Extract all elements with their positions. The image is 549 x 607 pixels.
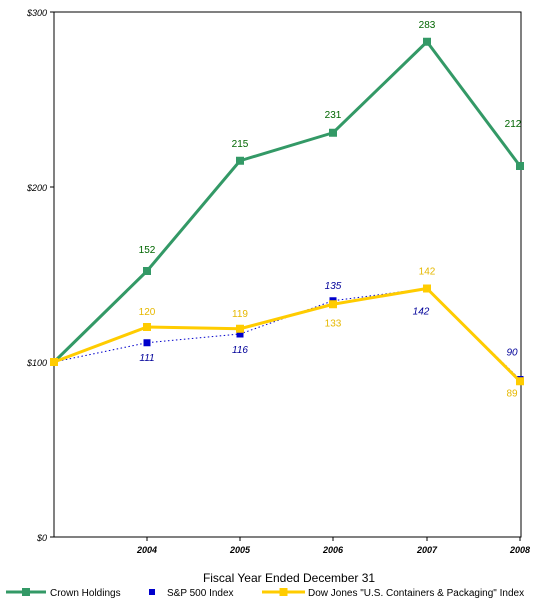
- data-label: 152: [139, 245, 156, 256]
- legend-item: Crown Holdings: [6, 588, 121, 599]
- x-axis-title: Fiscal Year Ended December 31: [203, 571, 375, 585]
- legend: Crown Holdings S&P 500 Index Dow Jones "U.…: [6, 588, 524, 599]
- data-point: [236, 156, 244, 165]
- data-point: [143, 339, 151, 347]
- series-2: [50, 284, 524, 386]
- data-label: 142: [419, 267, 436, 278]
- series-layer: [50, 37, 524, 386]
- data-label: 142: [413, 307, 430, 318]
- data-label: 212: [505, 119, 522, 130]
- series-line: [53, 287, 521, 380]
- legend-swatch-marker: [22, 588, 30, 596]
- data-label: 119: [232, 309, 248, 320]
- data-point: [329, 128, 337, 137]
- series-1: [50, 285, 524, 383]
- legend-label: Dow Jones "U.S. Containers & Packaging" …: [308, 588, 524, 599]
- data-label: 120: [139, 307, 156, 318]
- data-point: [516, 162, 524, 170]
- y-tick-label: $0: [36, 533, 47, 543]
- legend-swatch-marker: [279, 588, 288, 596]
- series-line: [53, 287, 522, 383]
- x-tick-label: 2004: [136, 545, 157, 555]
- x-tick-label: 2006: [322, 545, 344, 555]
- data-point: [329, 300, 337, 309]
- y-tick-label: $300: [26, 8, 47, 18]
- axes: $0 $100 $200 $300 2004 2005 2006 2007 2008: [26, 8, 530, 555]
- x-tick-label: 2008: [509, 545, 530, 555]
- data-label: 111: [139, 353, 154, 364]
- data-label: 135: [325, 281, 342, 292]
- data-point: [143, 323, 151, 331]
- y-tick-label: $200: [26, 183, 47, 193]
- data-label: 133: [325, 318, 342, 329]
- data-point: [143, 267, 151, 275]
- data-point: [516, 377, 524, 386]
- data-point: [236, 330, 244, 338]
- data-label: 283: [419, 20, 436, 31]
- data-label: 116: [232, 345, 248, 356]
- data-point: [50, 358, 58, 366]
- legend-item: Dow Jones "U.S. Containers & Packaging" …: [262, 588, 524, 599]
- plot-frame: [53, 11, 522, 538]
- legend-label: S&P 500 Index: [167, 588, 234, 599]
- data-point: [423, 284, 431, 293]
- legend-item: S&P 500 Index: [149, 588, 234, 599]
- data-label: 231: [325, 110, 342, 121]
- series-line: [52, 40, 522, 364]
- data-label: 89: [506, 388, 518, 399]
- x-tick-label: 2007: [416, 545, 438, 555]
- y-tick-label: $100: [26, 358, 47, 368]
- legend-label: Crown Holdings: [50, 588, 121, 599]
- legend-swatch-marker: [149, 589, 155, 595]
- data-point: [423, 37, 431, 46]
- data-point: [236, 324, 244, 333]
- x-tick-label: 2005: [229, 545, 251, 555]
- data-labels: 152 215 231 283 212 111 116 135 142 90 120 119 133 14…: [139, 20, 522, 400]
- data-label: 215: [232, 139, 249, 150]
- data-label: 90: [506, 348, 518, 359]
